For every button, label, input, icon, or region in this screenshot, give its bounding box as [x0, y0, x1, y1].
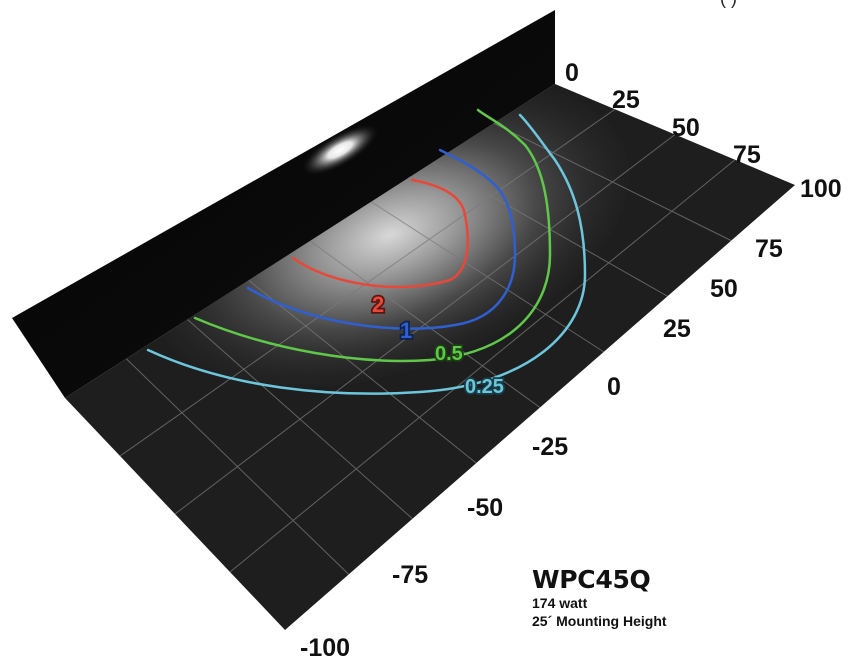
width-tick-label: -100	[300, 634, 350, 659]
depth-tick-label: 100	[800, 175, 842, 203]
product-info: WPC45Q 174 watt 25´ Mounting Height	[532, 566, 667, 630]
wall-plane	[12, 10, 555, 398]
grid-line	[493, 122, 732, 242]
width-tick-label: -75	[392, 561, 428, 589]
contour-line-0.25	[146, 113, 587, 395]
width-tick-label: -25	[532, 433, 568, 461]
grid-line	[125, 358, 350, 575]
product-wattage: 174 watt	[532, 595, 588, 611]
grid-line	[248, 279, 477, 464]
contour-label-0.5: 0.5	[435, 343, 463, 365]
contour-line-2	[291, 178, 470, 289]
width-tick-label: -50	[467, 494, 503, 522]
contour-lines	[146, 108, 587, 395]
width-tick-label: 50	[710, 275, 738, 303]
contour-line-1	[246, 148, 517, 330]
contour-label-0.25: 0.25	[465, 376, 504, 398]
depth-tick-label: 0	[565, 59, 579, 87]
depth-axis: 0 25 50 75 100	[565, 59, 842, 203]
product-mounting-height: 25´ Mounting Height	[532, 613, 667, 629]
depth-tick-label: 50	[672, 114, 700, 142]
grid-line	[370, 201, 605, 353]
top-caption: ( )	[720, 0, 737, 9]
contour-line-0.5	[193, 108, 552, 363]
contour-label-1: 1	[400, 318, 412, 343]
width-tick-label: 25	[663, 315, 691, 343]
width-axis: 75 50 25 0 -25 -50 -75 -100	[300, 235, 783, 659]
grid-line	[309, 240, 541, 408]
width-tick-label: 0	[607, 373, 621, 401]
product-name: WPC45Q	[532, 565, 651, 594]
grid-line	[187, 319, 413, 520]
depth-tick-label: 25	[612, 86, 640, 114]
width-tick-label: 75	[755, 235, 783, 263]
fixture-glow	[300, 123, 380, 177]
depth-tick-label: 75	[733, 141, 761, 169]
contour-label-2: 2	[372, 292, 384, 317]
